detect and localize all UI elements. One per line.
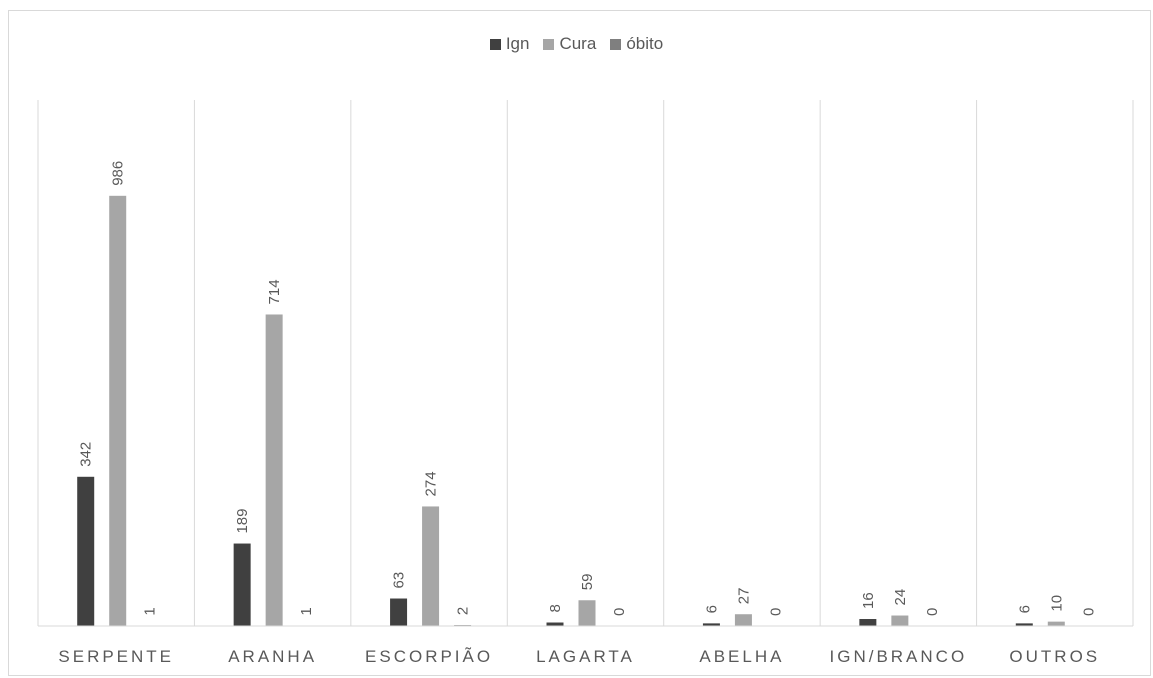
bar-ign-aranha — [233, 543, 251, 626]
category-label-abelha: ABELHA — [699, 647, 784, 666]
data-label-cura-serpente: 986 — [110, 161, 127, 186]
data-label--bito-escorpi-o: 2 — [455, 607, 472, 615]
bar-ign-escorpi-o — [390, 598, 408, 626]
category-label-lagarta: LAGARTA — [536, 647, 635, 666]
bar-ign-serpente — [77, 476, 95, 626]
category-label-ign-branco: IGN/BRANCO — [830, 647, 968, 666]
legend-swatch-cura — [543, 38, 555, 50]
bar-ign-outros — [1015, 623, 1033, 626]
data-label-cura-escorpi-o: 274 — [423, 471, 440, 496]
data-label--bito-outros: 0 — [1080, 608, 1097, 616]
data-label-cura-lagarta: 59 — [579, 574, 596, 591]
data-label-ign-escorpi-o: 63 — [391, 572, 408, 589]
legend-item-cura: Cura — [543, 34, 596, 54]
legend-swatch-ign — [489, 38, 501, 50]
bar-cura-aranha — [265, 314, 283, 626]
data-label-ign-serpente: 342 — [78, 442, 95, 467]
legend-swatch-obito — [610, 38, 622, 50]
bar-cura-lagarta — [578, 600, 596, 626]
data-label-cura-outros: 10 — [1048, 595, 1065, 612]
bar-ign-abelha — [702, 623, 720, 626]
data-label-cura-abelha: 27 — [735, 588, 752, 605]
data-label-ign-outros: 6 — [1016, 605, 1033, 613]
legend-item-obito: óbito — [610, 34, 663, 54]
category-label-serpente: SERPENTE — [58, 647, 174, 666]
data-label-ign-aranha: 189 — [234, 509, 251, 534]
data-label-ign-abelha: 6 — [703, 605, 720, 613]
data-label--bito-lagarta: 0 — [611, 608, 628, 616]
bar-cura-serpente — [109, 195, 127, 626]
legend: Ign Cura óbito — [0, 34, 1153, 54]
category-label-escorpi-o: ESCORPIÃO — [365, 647, 493, 666]
bar-ign-lagarta — [546, 622, 564, 626]
legend-label-obito: óbito — [626, 34, 664, 53]
data-label--bito-abelha: 0 — [767, 608, 784, 616]
data-label--bito-serpente: 1 — [142, 607, 159, 615]
bar-cura-ign-branco — [891, 615, 909, 626]
data-label--bito-aranha: 1 — [298, 607, 315, 615]
data-label-cura-aranha: 714 — [266, 279, 283, 304]
chart-frame — [8, 10, 1151, 676]
legend-label-ign: Ign — [505, 34, 530, 53]
data-label--bito-ign-branco: 0 — [924, 608, 941, 616]
data-label-ign-ign-branco: 16 — [860, 592, 877, 609]
data-label-cura-ign-branco: 24 — [892, 589, 909, 606]
category-label-outros: OUTROS — [1009, 647, 1100, 666]
bar-cura-abelha — [734, 614, 752, 626]
bar-ign-ign-branco — [859, 619, 877, 626]
category-label-aranha: ARANHA — [228, 647, 317, 666]
bar-cura-escorpi-o — [422, 506, 440, 626]
legend-item-ign: Ign — [489, 34, 530, 54]
bar-cura-outros — [1047, 621, 1065, 626]
legend-label-cura: Cura — [559, 34, 597, 53]
data-label-ign-lagarta: 8 — [547, 604, 564, 612]
